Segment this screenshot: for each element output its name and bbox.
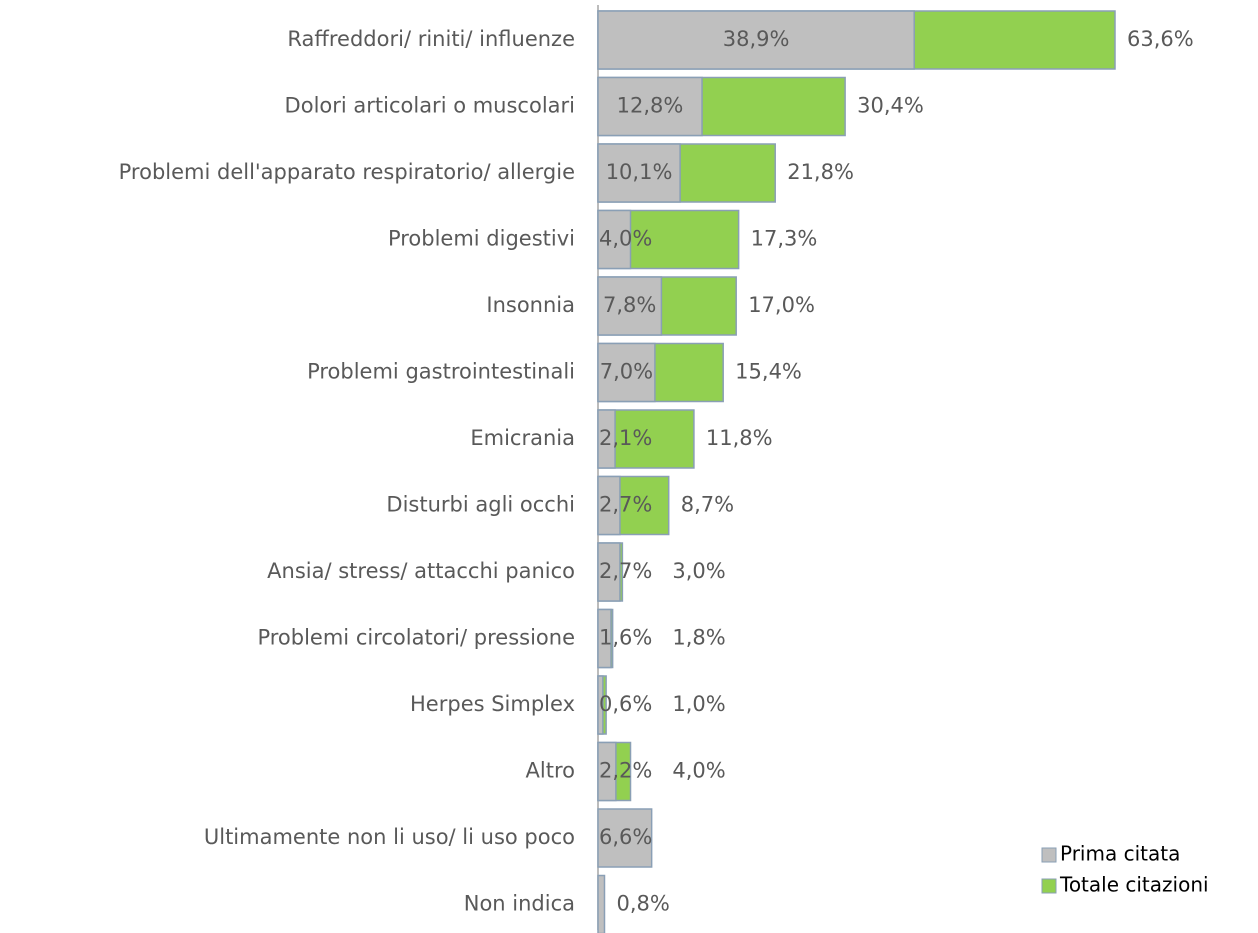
data-label: 11,8%: [706, 426, 773, 450]
category-label: Problemi digestivi: [388, 227, 575, 251]
data-label: 2,7%: [599, 493, 652, 517]
data-label: 15,4%: [735, 360, 802, 384]
legend-swatch: [1041, 878, 1057, 894]
data-label: 30,4%: [857, 94, 924, 118]
category-label: Problemi gastrointestinali: [307, 360, 575, 384]
bar-prima: [597, 475, 621, 536]
category-label: Ansia/ stress/ attacchi panico: [267, 559, 575, 583]
data-label: 17,0%: [748, 293, 815, 317]
data-label: 3,0%: [672, 559, 725, 583]
data-label: 12,8%: [617, 94, 684, 118]
category-label: Disturbi agli occhi: [386, 493, 575, 517]
bar-prima: [597, 874, 606, 933]
data-label: 4,0%: [672, 759, 725, 783]
data-label: 8,7%: [681, 493, 734, 517]
bar-prima: [597, 76, 703, 137]
category-label: Dolori articolari o muscolari: [285, 94, 575, 118]
bar-prima: [597, 542, 621, 602]
data-label: 10,1%: [606, 160, 673, 184]
legend-label: Prima citata: [1060, 842, 1180, 866]
data-label: 4,0%: [599, 227, 652, 251]
bar-prima: [597, 276, 663, 336]
data-label: 2,7%: [599, 559, 652, 583]
category-label: Emicrania: [470, 426, 575, 450]
bar-prima: [597, 608, 612, 669]
bar-prima: [597, 209, 632, 270]
data-label: 1,8%: [672, 626, 725, 650]
data-label: 2,2%: [599, 759, 652, 783]
bar-prima: [597, 10, 915, 70]
bar-prima: [597, 675, 604, 735]
data-label: 2,1%: [599, 426, 652, 450]
bar-prima: [597, 342, 656, 403]
data-label: 38,9%: [723, 27, 790, 51]
data-label: 6,6%: [599, 825, 652, 849]
category-label: Altro: [526, 759, 575, 783]
data-label: 0,6%: [599, 692, 652, 716]
bar-prima: [597, 409, 616, 469]
category-label: Ultimamente non li uso/ li uso poco: [204, 825, 575, 849]
category-label: Raffreddori/ riniti/ influenze: [287, 27, 575, 51]
category-label: Problemi dell'apparato respiratorio/ all…: [119, 160, 575, 184]
bar-prima: [597, 808, 653, 868]
legend-label: Totale citazioni: [1059, 873, 1209, 897]
data-label: 7,8%: [603, 293, 656, 317]
data-label: 1,0%: [672, 692, 725, 716]
bar-prima: [597, 741, 617, 802]
data-label: 63,6%: [1127, 27, 1194, 51]
data-label: 7,0%: [600, 360, 653, 384]
data-label: 0,8%: [617, 892, 670, 916]
category-label: Insonnia: [486, 293, 575, 317]
data-label: 17,3%: [751, 227, 818, 251]
legend-swatch: [1041, 847, 1057, 863]
category-label: Non indica: [464, 892, 575, 916]
data-label: 21,8%: [787, 160, 854, 184]
bar-prima: [597, 143, 681, 203]
category-label: Problemi circolatori/ pressione: [257, 626, 575, 650]
category-label: Herpes Simplex: [410, 692, 575, 716]
data-label: 1,6%: [599, 626, 652, 650]
